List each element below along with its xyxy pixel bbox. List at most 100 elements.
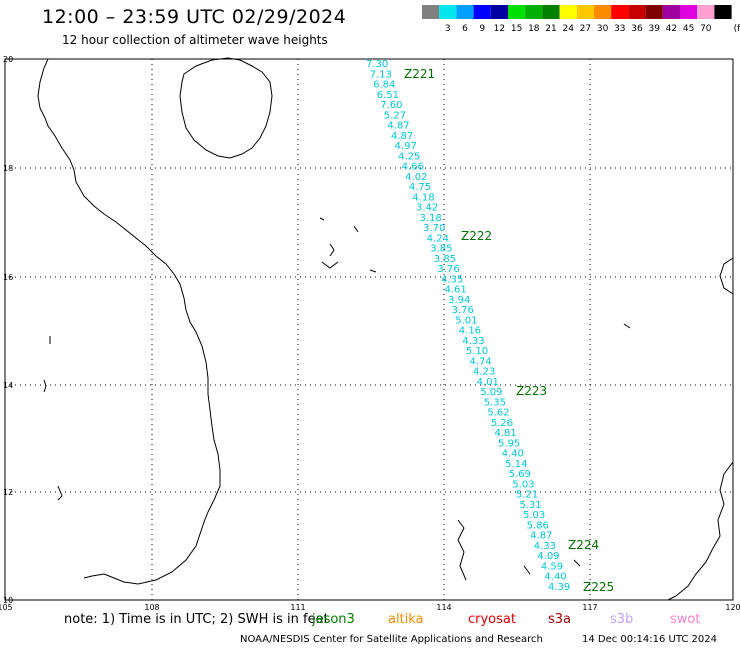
wave-height-label: 3.42: [416, 203, 438, 214]
lat-label: 12: [3, 488, 13, 497]
pass-label: Z225: [583, 580, 614, 594]
wave-height-label: 3.76: [452, 305, 474, 316]
generated-timestamp: 14 Dec 00:14:16 UTC 2024: [582, 634, 717, 645]
wave-height-label: 6.84: [373, 80, 395, 91]
wave-height-label: 5.27: [384, 110, 406, 121]
wave-height-label: 4.87: [391, 131, 413, 142]
lon-label: 120: [725, 603, 740, 612]
wave-height-label: 7.13: [370, 69, 392, 80]
satellite-legend-item: swot: [670, 612, 701, 627]
wave-height-label: 4.16: [459, 326, 481, 337]
color-bin: [611, 5, 629, 19]
wave-height-label: 3.18: [420, 213, 442, 224]
pass-label: Z222: [461, 229, 492, 243]
wave-height-label: 4.33: [534, 541, 556, 552]
color-bin: [714, 5, 732, 19]
wave-height-label: 7.30: [366, 59, 388, 70]
wave-height-label: 5.14: [505, 459, 527, 470]
wave-height-label: 5.95: [498, 438, 520, 449]
color-bin: [697, 5, 715, 19]
wave-height-label: 5.31: [519, 500, 541, 511]
wave-height-label: 3.85: [434, 254, 456, 265]
wave-height-label: 3.70: [423, 223, 445, 234]
color-bin: [559, 5, 577, 19]
wave-height-label: 4.40: [544, 572, 566, 583]
map-title: 12:00 – 23:59 UTC 02/29/2024: [42, 6, 347, 28]
color-bin: [508, 5, 526, 19]
satellite-legend-item: cryosat: [468, 612, 516, 627]
wave-height-label: 4.81: [494, 428, 516, 439]
wave-height-label: 5.86: [527, 520, 549, 531]
lat-label: 14: [3, 381, 13, 390]
wave-height-label: 4.97: [395, 141, 417, 152]
wave-height-label: 4.87: [387, 121, 409, 132]
color-bin-label: 70: [700, 24, 712, 34]
color-bin: [645, 5, 663, 19]
color-bin-label: 42: [666, 24, 677, 34]
lat-label: 18: [3, 164, 13, 173]
color-bin-label: 36: [631, 24, 643, 34]
color-bin-label: 45: [683, 24, 694, 34]
lon-label: 105: [0, 603, 13, 612]
wave-height-label: 5.03: [523, 510, 545, 521]
pass-label: Z223: [516, 384, 547, 398]
credit-line: NOAA/NESDIS Center for Satellite Applica…: [240, 634, 543, 645]
color-bin: [576, 5, 594, 19]
color-bin-label: 3: [445, 24, 451, 34]
color-bin: [542, 5, 560, 19]
coastline: [37, 57, 734, 601]
wave-height-label: 4.24: [427, 233, 449, 244]
color-unit-label: (ft): [734, 24, 740, 34]
color-bin-label: 12: [494, 24, 505, 34]
lon-label: 108: [144, 603, 159, 612]
lon-label: 114: [436, 603, 451, 612]
lat-label: 10: [3, 596, 13, 605]
wave-height-label: 5.01: [455, 315, 477, 326]
satellite-legend-item: s3a: [548, 612, 572, 627]
satellite-legend-item: altika: [388, 612, 424, 627]
color-bin-label: 21: [545, 24, 556, 34]
wave-height-label: 3.85: [430, 244, 452, 255]
wave-height-label: 4.35: [441, 274, 463, 285]
wave-height-label: 5.62: [487, 408, 509, 419]
wave-height-label: 4.33: [462, 336, 484, 347]
color-bin: [628, 5, 646, 19]
lat-label: 20: [3, 55, 13, 64]
color-bin-label: 24: [562, 24, 574, 34]
color-bin-label: 6: [462, 24, 468, 34]
color-bin-label: 9: [479, 24, 485, 34]
color-bin: [422, 5, 440, 19]
wave-height-label: 3.94: [448, 295, 470, 306]
wave-height-label: 4.02: [405, 172, 427, 183]
color-bin: [594, 5, 612, 19]
legend-note-text: note: 1) Time is in UTC; 2) SWH is in fe…: [64, 612, 329, 627]
wave-height-label: 4.23: [473, 367, 495, 378]
legend-note: note: 1) Time is in UTC; 2) SWH is in fe…: [64, 612, 331, 627]
wave-height-label: 3.76: [437, 264, 459, 275]
wave-height-label: 4.09: [537, 551, 559, 562]
wave-height-label: 6.51: [377, 90, 399, 101]
color-bin: [490, 5, 508, 19]
color-bin-label: 18: [528, 24, 540, 34]
wave-height-label: 4.66: [402, 162, 424, 173]
wave-height-label: 4.18: [412, 192, 434, 203]
wave-height-label: 7.60: [380, 100, 402, 111]
color-bin: [525, 5, 543, 19]
color-bin: [439, 5, 457, 19]
wave-height-label: 5.03: [512, 479, 534, 490]
satellite-legend-item: s3b: [610, 612, 634, 627]
wave-height-label: 4.87: [530, 531, 552, 542]
color-bin-label: 15: [511, 24, 522, 34]
wave-height-label: 5.10: [466, 346, 488, 357]
color-bin: [680, 5, 698, 19]
wave-height-label: 4.59: [541, 561, 563, 572]
map-subtitle: 12 hour collection of altimeter wave hei…: [62, 33, 328, 47]
lat-lon-grid: [5, 59, 733, 600]
wave-height-label: 4.25: [398, 151, 420, 162]
wave-height-label: 4.61: [445, 285, 467, 296]
wave-height-label: 4.39: [548, 582, 570, 593]
color-bin: [473, 5, 491, 19]
wave-height-label: 4.74: [469, 356, 491, 367]
